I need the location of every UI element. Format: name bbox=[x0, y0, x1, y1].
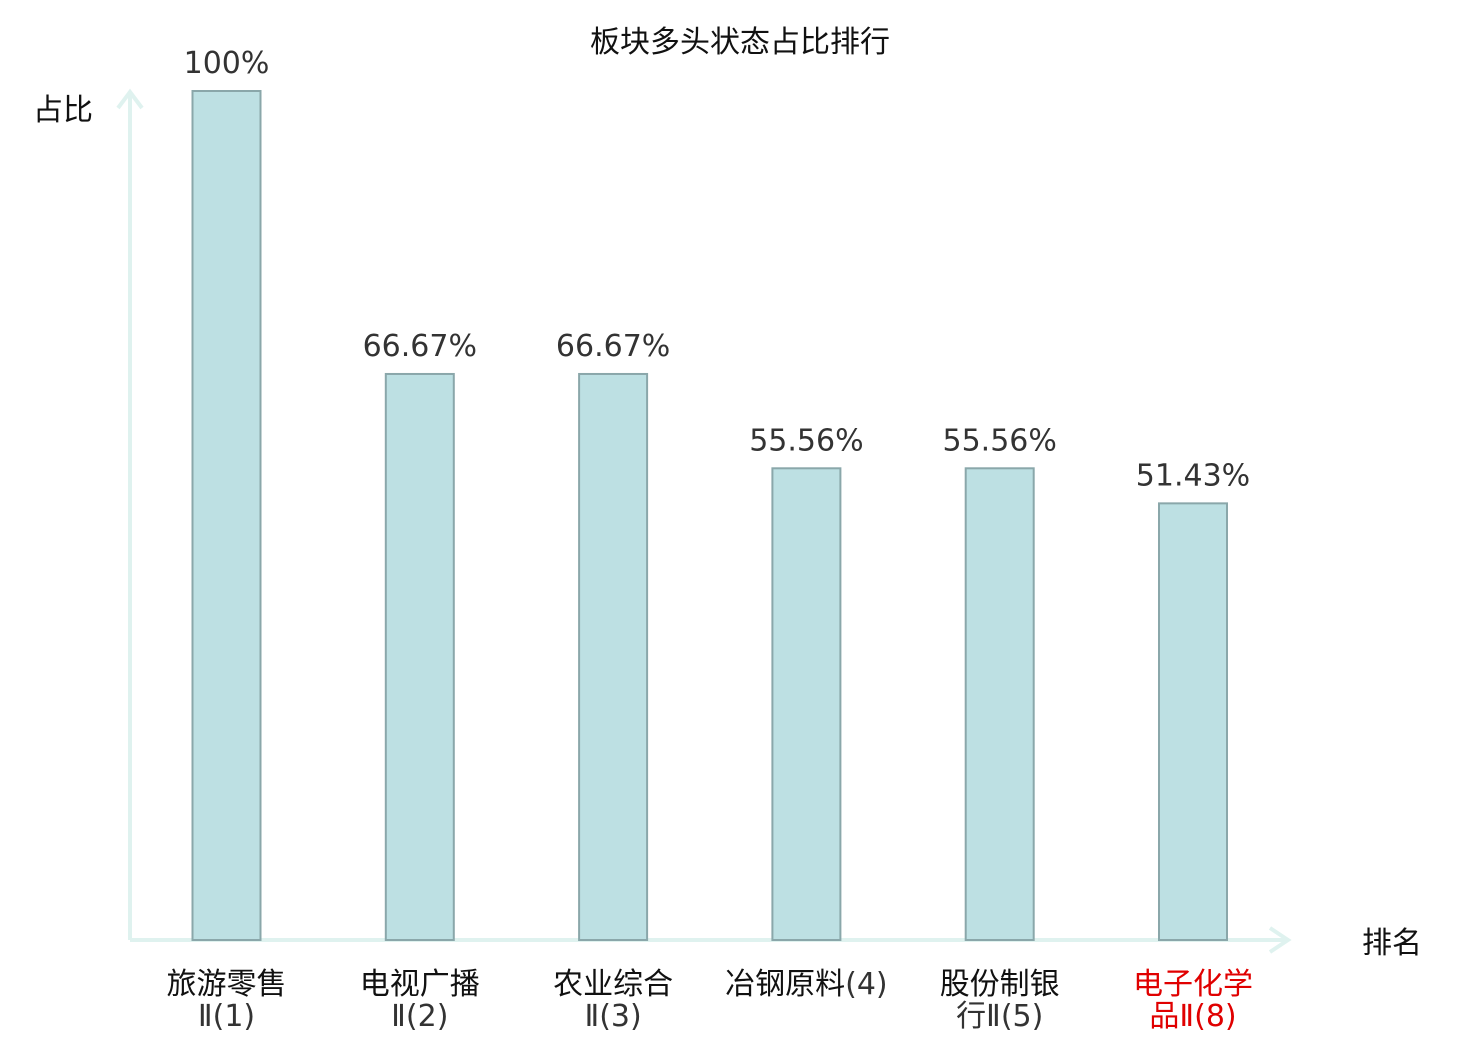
category-rank-3: Ⅱ(3) bbox=[584, 999, 641, 1034]
category-rank-5: 行Ⅱ(5) bbox=[956, 999, 1043, 1034]
chart-title: 板块多头状态占比排行 bbox=[590, 25, 890, 60]
x-axis-label: 排名 bbox=[1362, 926, 1422, 961]
category-name-2: 电视广播 bbox=[360, 967, 480, 1002]
category-name-6: 电子化学 bbox=[1133, 967, 1253, 1002]
value-labels-group: 100% 66.67% 66.67% 55.56% 55.56% 51.43% bbox=[184, 46, 1251, 493]
value-label-1: 100% bbox=[184, 46, 270, 81]
category-rank-6: 品Ⅱ(8) bbox=[1149, 999, 1236, 1034]
bar-2 bbox=[384, 372, 455, 942]
category-rank-4: (4) bbox=[845, 967, 888, 1002]
category-name-4: 冶钢原料 bbox=[725, 967, 845, 1002]
bars-group bbox=[191, 90, 1228, 942]
category-name-1: 旅游零售 bbox=[167, 967, 287, 1002]
y-axis-arrow bbox=[116, 88, 144, 110]
value-label-4: 55.56% bbox=[749, 423, 863, 458]
category-name-3: 农业综合 bbox=[553, 967, 673, 1002]
value-label-5: 55.56% bbox=[943, 423, 1057, 458]
category-label-4: 冶钢原料(4) bbox=[725, 967, 888, 1002]
axes bbox=[116, 88, 1292, 954]
bar-4 bbox=[771, 467, 842, 941]
y-axis-label: 占比 bbox=[33, 93, 93, 128]
category-rank-2: Ⅱ(2) bbox=[391, 999, 448, 1034]
value-label-6: 51.43% bbox=[1136, 458, 1250, 493]
bar-1 bbox=[191, 90, 262, 941]
bar-3 bbox=[578, 372, 649, 942]
category-rank-1: Ⅱ(1) bbox=[198, 999, 255, 1034]
value-label-3: 66.67% bbox=[556, 329, 670, 364]
x-axis-arrow bbox=[1268, 926, 1292, 954]
value-label-2: 66.67% bbox=[363, 329, 477, 364]
bar-5 bbox=[964, 467, 1035, 941]
bar-6 bbox=[1158, 502, 1228, 941]
category-name-5: 股份制银 bbox=[940, 967, 1060, 1002]
